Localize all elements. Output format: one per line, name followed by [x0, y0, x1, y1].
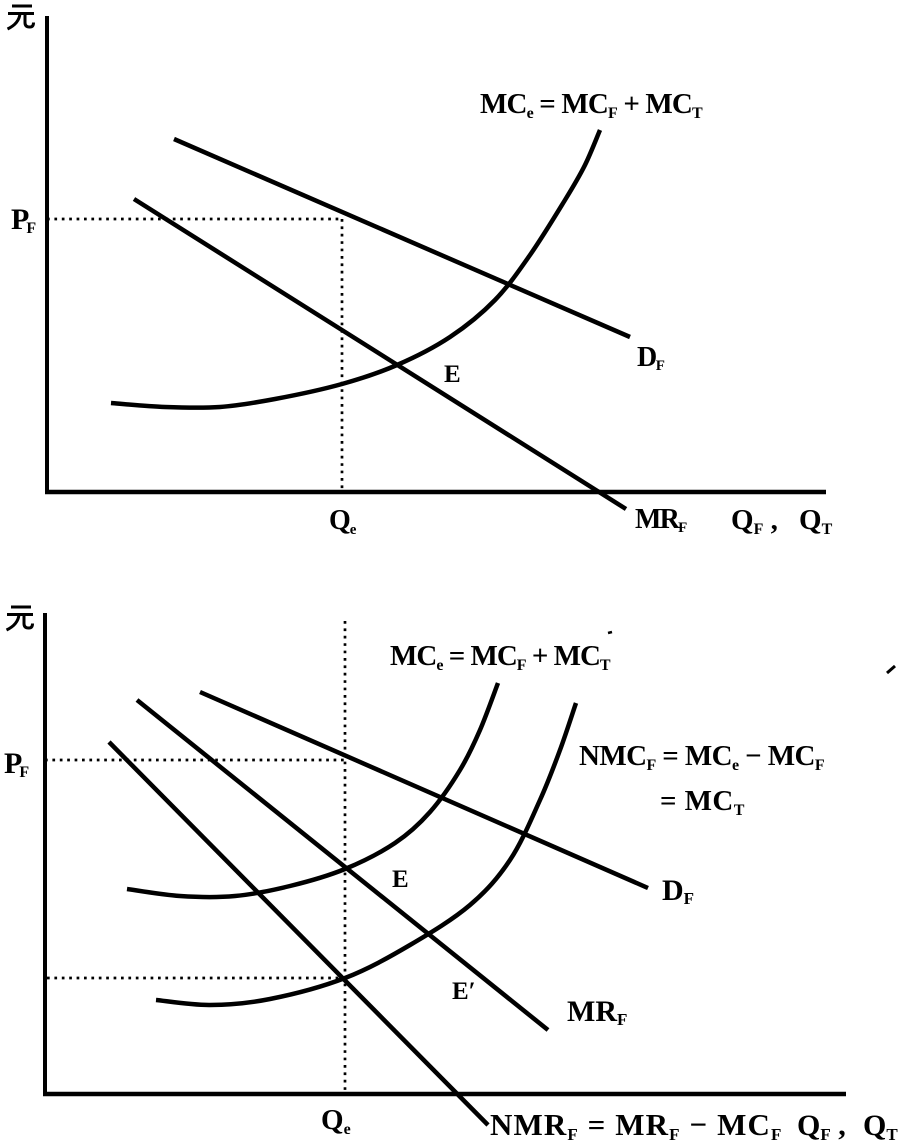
svg-text:DF: DF — [662, 874, 694, 908]
svg-text:E: E — [444, 361, 461, 388]
svg-text:= MCT: = MCT — [660, 785, 745, 819]
svg-text:NMCF = MCe − MCF: NMCF = MCe − MCF — [579, 740, 825, 774]
svg-text:NMRF = MRF − MCF: NMRF = MRF − MCF — [490, 1107, 782, 1144]
svg-text:E′: E′ — [452, 978, 476, 1005]
svg-text:MCe = MCF + MCT: MCe = MCF + MCT — [480, 88, 703, 122]
svg-text:MCe = MCF + MCT: MCe = MCF + MCT — [390, 640, 611, 674]
svg-text:E: E — [392, 866, 409, 893]
